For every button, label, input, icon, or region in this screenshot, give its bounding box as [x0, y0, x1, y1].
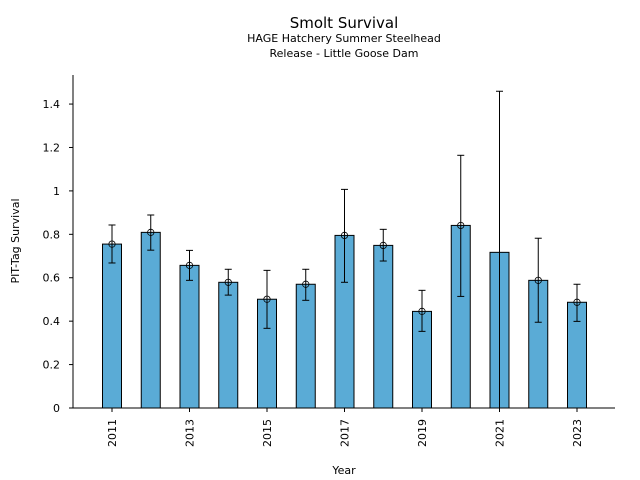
x-axis: 2011 2013 2015 2017 2019 2021 2023 — [73, 407, 615, 447]
error-bar-2018 — [379, 228, 387, 262]
error-bars-group — [108, 90, 581, 408]
point-marker-2018 — [379, 241, 387, 249]
point-marker-2020 — [457, 221, 465, 230]
x-tick-label-2015: 2015 — [261, 419, 274, 447]
error-bar-2016 — [302, 268, 310, 301]
x-tick-label-2021: 2021 — [494, 419, 507, 447]
point-marker-2019 — [418, 307, 426, 315]
error-bar-2022 — [534, 237, 542, 323]
x-axis-label: Year — [331, 464, 356, 477]
chart-subtitle-line-2: Release - Little Goose Dam — [270, 47, 419, 60]
x-tick-label-2017: 2017 — [339, 419, 352, 447]
point-marker-2023 — [573, 298, 581, 306]
error-bar-2019 — [418, 289, 426, 332]
bar-2011 — [102, 243, 122, 409]
point-marker-2013 — [185, 261, 194, 269]
point-marker-2012 — [147, 228, 155, 236]
point-marker-2015 — [263, 295, 271, 303]
y-tick-label-1.4: 1.4 — [43, 98, 61, 111]
error-bar-2021 — [496, 90, 503, 408]
error-bar-2015 — [263, 269, 271, 329]
error-bar-2020 — [457, 154, 465, 297]
bar-2012 — [140, 231, 161, 409]
point-marker-2011 — [108, 240, 116, 248]
error-bar-2023 — [573, 283, 581, 322]
error-bar-2017 — [340, 188, 349, 283]
y-tick-label-0.2: 0.2 — [43, 359, 61, 372]
x-tick-label-2019: 2019 — [416, 419, 429, 447]
y-tick-label-0.6: 0.6 — [43, 272, 61, 285]
y-axis-label: PIT-Tag Survival — [9, 198, 22, 283]
y-tick-label-0: 0 — [53, 402, 60, 415]
point-marker-2022 — [534, 276, 542, 284]
bar-2016 — [295, 283, 316, 409]
bar-2013 — [179, 264, 200, 409]
x-tick-label-2011: 2011 — [106, 419, 119, 447]
y-axis: 0 0.2 0.4 0.6 0.8 1 1.2 1.4 — [43, 75, 74, 415]
y-tick-label-0.4: 0.4 — [43, 315, 61, 328]
x-tick-label-2023: 2023 — [571, 419, 584, 447]
y-tick-label-0.8: 0.8 — [43, 228, 61, 241]
bar-2018 — [373, 244, 394, 409]
y-tick-label-1.2: 1.2 — [43, 141, 61, 154]
error-bar-2013 — [185, 249, 194, 281]
error-bar-2011 — [108, 224, 116, 264]
y-tick-label-1: 1 — [53, 185, 60, 198]
chart-subtitle-line-1: HAGE Hatchery Summer Steelhead — [247, 32, 441, 45]
chart-title: Smolt Survival — [290, 14, 399, 32]
error-bar-2014 — [224, 268, 232, 296]
point-marker-2017 — [340, 231, 349, 240]
point-marker-2014 — [224, 278, 232, 286]
point-marker-2016 — [302, 280, 310, 288]
x-tick-label-2013: 2013 — [184, 419, 197, 447]
bar-2014 — [218, 281, 239, 409]
error-bar-2012 — [147, 214, 155, 251]
